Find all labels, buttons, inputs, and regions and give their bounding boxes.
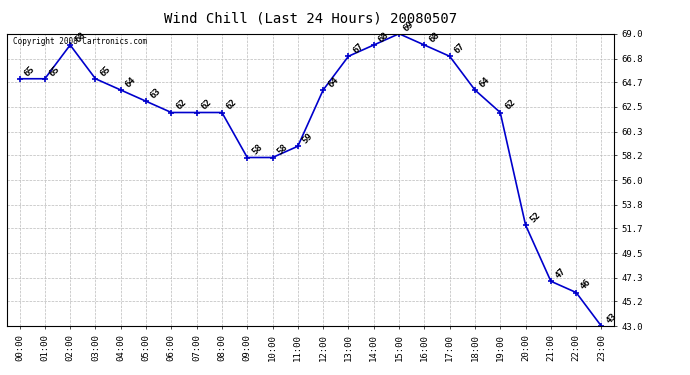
Text: 52: 52 [529, 210, 542, 224]
Text: 65: 65 [98, 64, 112, 78]
Text: 65: 65 [48, 64, 61, 78]
Text: 47: 47 [553, 267, 568, 280]
Text: 43: 43 [604, 312, 618, 326]
Text: 64: 64 [477, 75, 492, 89]
Text: 68: 68 [427, 30, 441, 44]
Text: 62: 62 [174, 98, 188, 112]
Text: 65: 65 [22, 64, 37, 78]
Text: 69: 69 [402, 19, 416, 33]
Text: 59: 59 [301, 132, 315, 146]
Text: 62: 62 [199, 98, 213, 112]
Text: 67: 67 [453, 42, 466, 56]
Text: 58: 58 [275, 143, 289, 157]
Text: Copyright 2008 Cartronics.com: Copyright 2008 Cartronics.com [13, 37, 147, 46]
Text: 46: 46 [579, 278, 593, 292]
Text: 64: 64 [326, 75, 340, 89]
Text: 68: 68 [377, 30, 391, 44]
Text: 58: 58 [250, 143, 264, 157]
Text: Wind Chill (Last 24 Hours) 20080507: Wind Chill (Last 24 Hours) 20080507 [164, 11, 457, 25]
Text: 63: 63 [149, 87, 163, 100]
Text: 67: 67 [351, 42, 365, 56]
Text: 68: 68 [73, 30, 87, 44]
Text: 62: 62 [503, 98, 517, 112]
Text: 62: 62 [225, 98, 239, 112]
Text: 64: 64 [124, 75, 137, 89]
